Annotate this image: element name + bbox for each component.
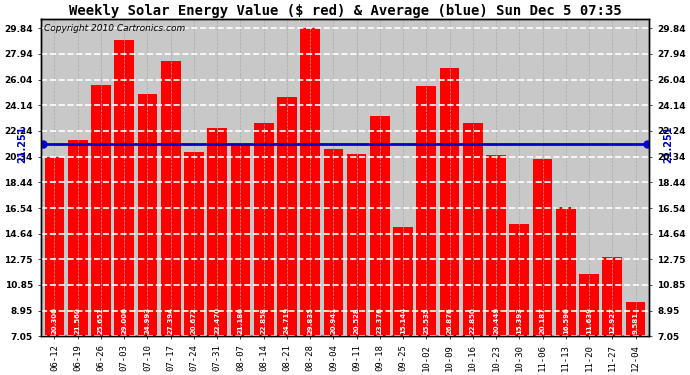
Text: 22.858: 22.858 — [261, 308, 266, 334]
Bar — [115, 40, 134, 336]
Text: 29.835: 29.835 — [307, 308, 313, 334]
Text: 21.560: 21.560 — [75, 308, 81, 334]
Text: 12.927: 12.927 — [609, 308, 615, 334]
Text: 25.651: 25.651 — [98, 308, 104, 334]
Text: 21.251: 21.251 — [663, 126, 673, 163]
Bar — [393, 227, 413, 336]
Bar — [230, 146, 250, 336]
Bar — [579, 274, 599, 336]
Text: 21.251: 21.251 — [17, 126, 27, 163]
Bar — [440, 68, 460, 336]
Text: 20.672: 20.672 — [191, 308, 197, 334]
Bar — [137, 94, 157, 336]
Text: 20.187: 20.187 — [540, 307, 546, 334]
Bar — [463, 123, 483, 336]
Bar — [161, 62, 181, 336]
Text: 27.394: 27.394 — [168, 307, 174, 334]
Text: 24.993: 24.993 — [144, 307, 150, 334]
Text: 23.376: 23.376 — [377, 308, 383, 334]
Bar — [509, 224, 529, 336]
Bar — [626, 302, 645, 336]
Text: 21.180: 21.180 — [237, 307, 244, 334]
Text: 26.876: 26.876 — [446, 308, 453, 334]
Text: 15.393: 15.393 — [516, 307, 522, 334]
Bar — [91, 85, 111, 336]
Text: 20.528: 20.528 — [353, 308, 359, 334]
Text: 24.719: 24.719 — [284, 307, 290, 334]
Bar — [347, 154, 366, 336]
Title: Weekly Solar Energy Value ($ red) & Average (blue) Sun Dec 5 07:35: Weekly Solar Energy Value ($ red) & Aver… — [68, 4, 622, 18]
Bar — [556, 207, 575, 336]
Text: 25.535: 25.535 — [424, 308, 429, 334]
Bar — [417, 87, 436, 336]
Bar — [602, 257, 622, 336]
Text: 20.300: 20.300 — [52, 307, 57, 334]
Bar — [277, 98, 297, 336]
Text: 15.144: 15.144 — [400, 307, 406, 334]
Bar — [324, 148, 343, 336]
Bar — [533, 159, 553, 336]
Text: 20.941: 20.941 — [331, 307, 337, 334]
Bar — [370, 116, 390, 336]
Bar — [300, 28, 320, 336]
Text: 22.850: 22.850 — [470, 308, 476, 334]
Bar — [254, 123, 273, 336]
Text: 9.581: 9.581 — [633, 312, 638, 334]
Text: 20.449: 20.449 — [493, 307, 499, 334]
Bar — [68, 140, 88, 336]
Bar — [184, 152, 204, 336]
Bar — [486, 155, 506, 336]
Text: 11.639: 11.639 — [586, 307, 592, 334]
Text: 22.470: 22.470 — [214, 307, 220, 334]
Bar — [45, 157, 64, 336]
Text: Copyright 2010 Cartronics.com: Copyright 2010 Cartronics.com — [43, 24, 185, 33]
Bar — [207, 128, 227, 336]
Text: 29.000: 29.000 — [121, 307, 127, 334]
Text: 16.590: 16.590 — [563, 308, 569, 334]
